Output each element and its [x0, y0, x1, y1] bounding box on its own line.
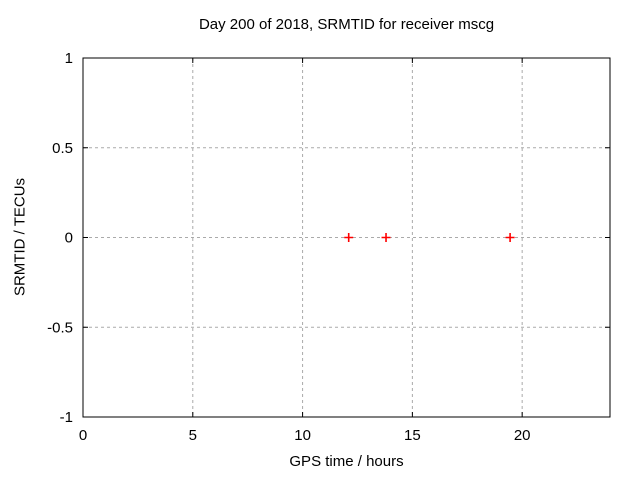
y-tick-label: 0.5	[52, 140, 73, 157]
y-tick-label: 1	[65, 50, 73, 67]
data-point-marker	[505, 233, 515, 242]
data-point-marker	[381, 233, 391, 242]
chart-title: Day 200 of 2018, SRMTID for receiver msc…	[198, 16, 495, 33]
x-tick-label: 20	[514, 427, 531, 444]
data-point-marker	[344, 233, 354, 242]
y-tick-label: -0.5	[47, 319, 73, 336]
x-tick-label: 0	[79, 427, 87, 444]
x-tick-label: 5	[189, 427, 197, 444]
x-tick-label: 15	[404, 427, 421, 444]
x-axis-label: GPS time / hours	[289, 453, 404, 470]
y-tick-label: -1	[60, 409, 73, 426]
y-tick-label: 0	[65, 230, 73, 247]
x-tick-label: 10	[294, 427, 311, 444]
